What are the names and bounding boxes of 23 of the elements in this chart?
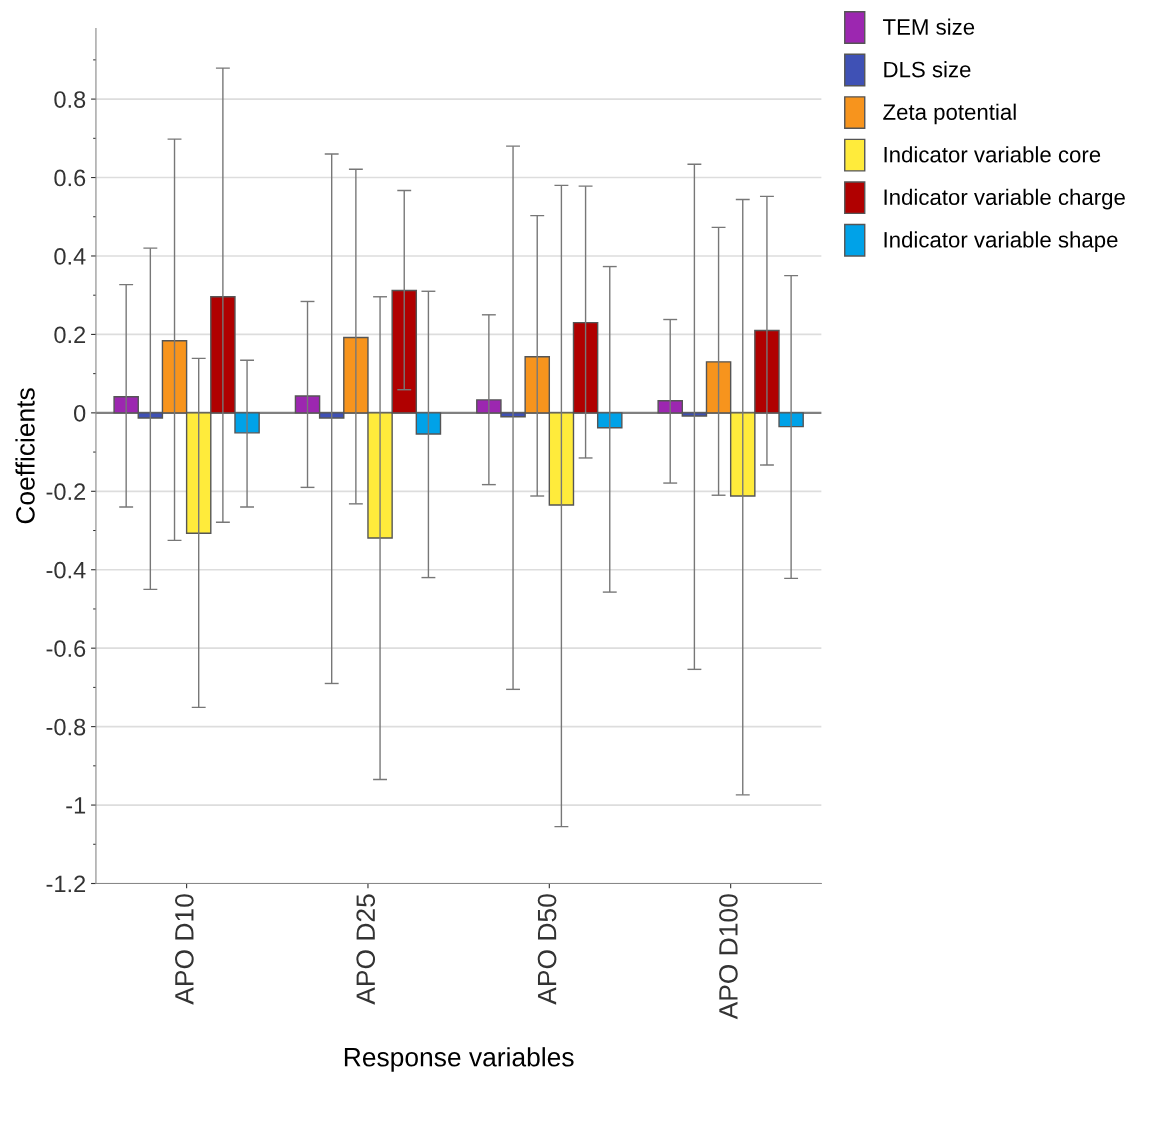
y-tick-label: -1.2 [46,875,86,893]
legend-label: TEM size [883,18,975,35]
y-tick-label: 0.2 [54,326,86,344]
y-tick-label: 0.6 [54,169,86,187]
y-axis-title: Coefficients [15,388,35,524]
x-tick-label: APO D25 [356,894,376,1005]
x-tick-label: APO D50 [537,894,557,1005]
legend-label: Indicator variable charge [884,188,1125,210]
x-tick-label: APO D100 [719,894,738,1020]
y-tick-label: -1 [66,797,86,814]
y-tick-label: -0.6 [46,640,86,657]
y-tick-label: -0.2 [46,483,86,501]
legend-label: DLS size [884,61,971,78]
x-axis-title: Response variables [344,1047,574,1072]
x-tick-label: APO D10 [175,894,194,1005]
y-tick-label: -0.4 [46,561,86,579]
legend-label: Indicator variable shape [884,231,1118,253]
y-tick-label: -0.8 [46,718,86,736]
y-tick-label: 0.4 [54,248,86,265]
y-tick-label: 0 [74,404,86,422]
legend-label: Zeta potential [883,103,1016,125]
legend-label: Indicator variable core [884,146,1101,163]
y-tick-label: 0.8 [54,91,86,108]
